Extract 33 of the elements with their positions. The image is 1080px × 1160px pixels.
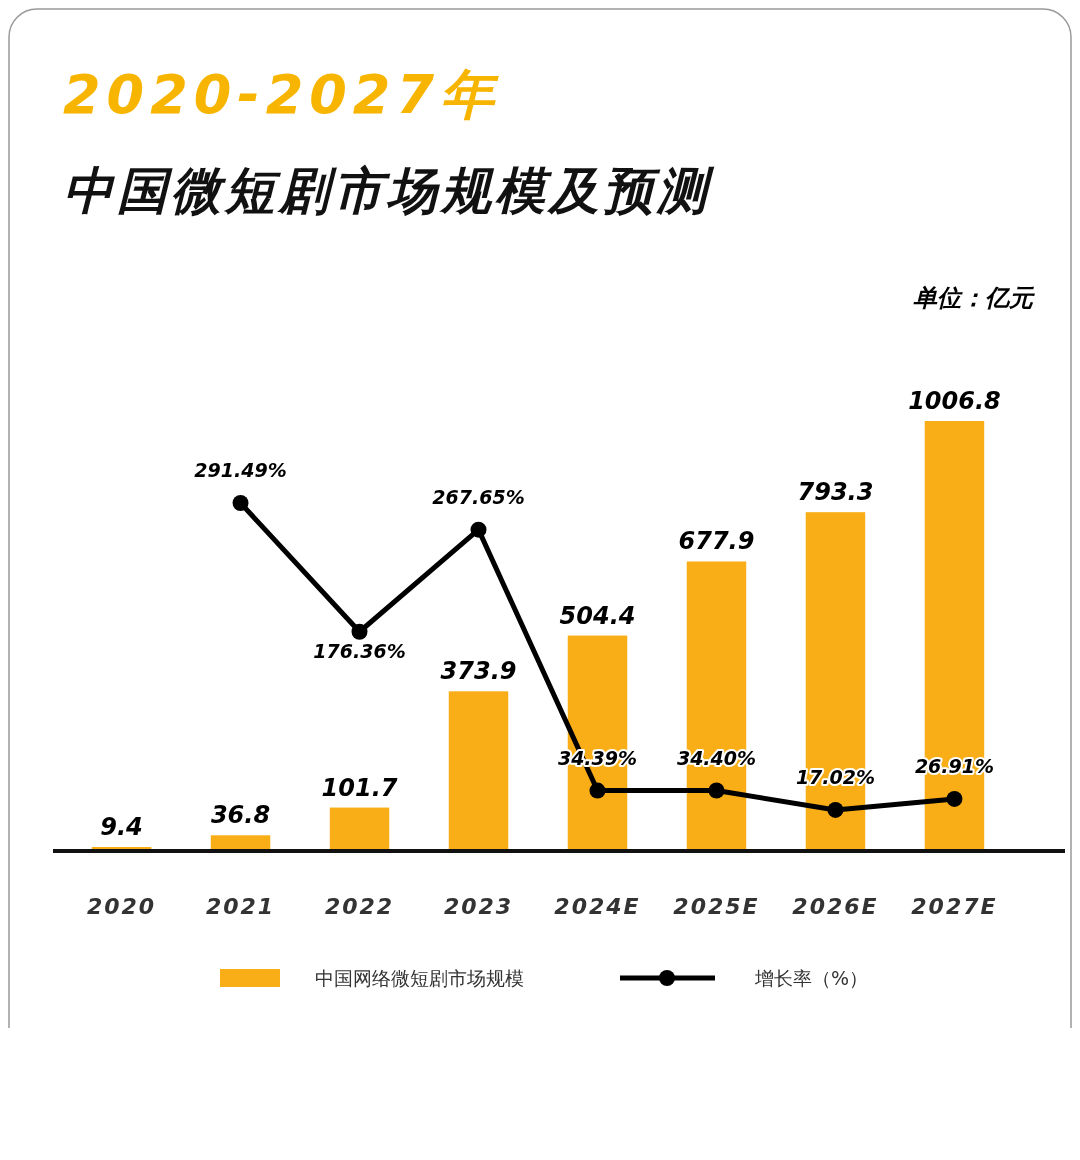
data-label: 793.3 [797, 478, 874, 507]
x-tick-label: 2021 [205, 894, 276, 919]
x-tick-label: 2027E [911, 894, 998, 919]
x-tick-label: 2024E [554, 894, 641, 919]
x-tick-label: 2026E [792, 894, 879, 919]
chart-title: 2020-2027年 [63, 63, 500, 126]
data-label: 373.9 [440, 657, 517, 686]
legend-label: 增长率（%） [754, 967, 869, 989]
data-label: 36.8 [210, 801, 271, 830]
data-label: 291.49% [194, 459, 287, 481]
legend-label: 中国网络微短剧市场规模 [315, 967, 524, 989]
x-tick-label: 2025E [673, 894, 760, 919]
x-tick-label: 2022 [324, 894, 395, 919]
data-label: 677.9 [678, 527, 755, 556]
point [470, 521, 487, 538]
data-label: 101.7 [321, 773, 398, 802]
data-label: 504.4 [559, 601, 636, 630]
point [232, 495, 249, 511]
data-label: 176.36% [313, 639, 406, 662]
point [946, 790, 963, 807]
point [827, 801, 844, 818]
data-label: 1006.8 [908, 387, 1001, 415]
data-label: 9.4 [100, 812, 143, 841]
point [351, 623, 368, 640]
point [708, 782, 725, 799]
text: 单位：亿元 [913, 284, 1036, 312]
x-tick-label: 2020 [86, 894, 157, 919]
bar [448, 691, 509, 851]
x-tick-label: 2023 [443, 894, 514, 919]
chart-subtitle: 中国微短剧市场规模及预测 [63, 162, 715, 220]
point [589, 782, 606, 799]
data-label: 267.65% [432, 485, 525, 508]
bar [329, 807, 390, 851]
